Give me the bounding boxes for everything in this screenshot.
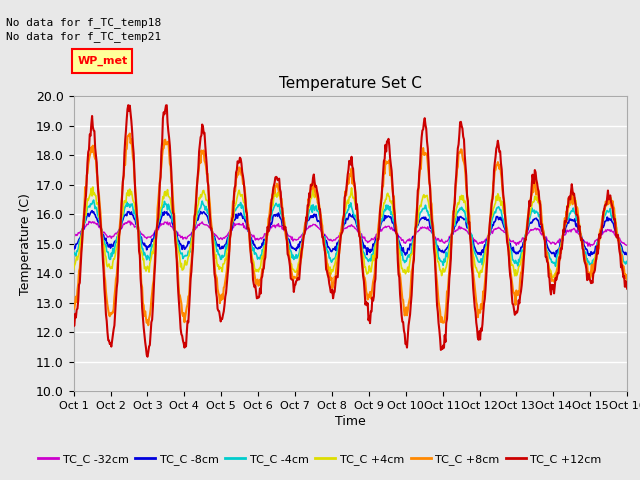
- Title: Temperature Set C: Temperature Set C: [279, 76, 422, 91]
- Text: WP_met: WP_met: [77, 56, 127, 66]
- Text: No data for f_TC_temp21: No data for f_TC_temp21: [6, 31, 162, 42]
- Text: No data for f_TC_temp18: No data for f_TC_temp18: [6, 17, 162, 28]
- X-axis label: Time: Time: [335, 415, 366, 428]
- Y-axis label: Temperature (C): Temperature (C): [19, 192, 32, 295]
- Legend: TC_C -32cm, TC_C -8cm, TC_C -4cm, TC_C +4cm, TC_C +8cm, TC_C +12cm: TC_C -32cm, TC_C -8cm, TC_C -4cm, TC_C +…: [34, 450, 606, 469]
